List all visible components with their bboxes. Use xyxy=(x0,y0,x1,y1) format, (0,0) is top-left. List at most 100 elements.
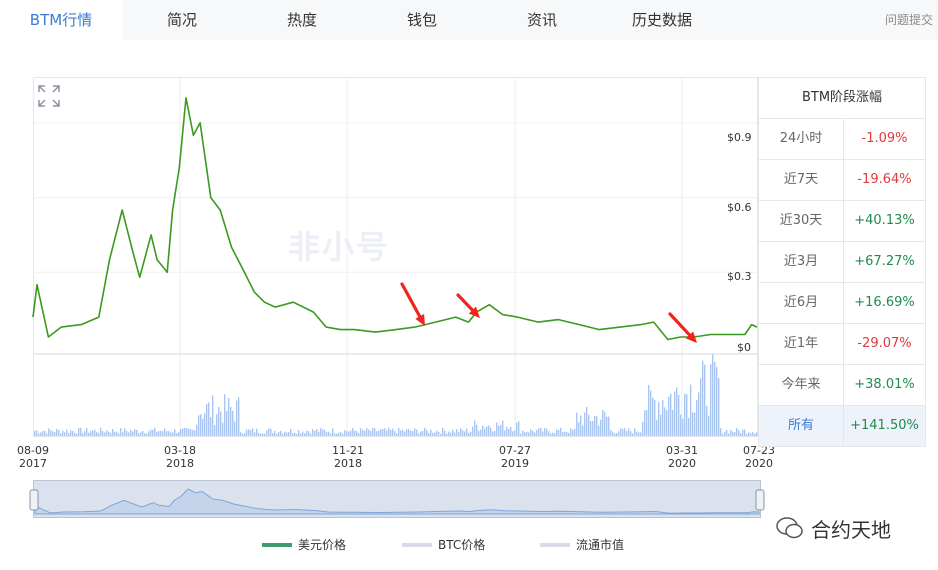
volume-bar xyxy=(592,420,594,436)
volume-bar xyxy=(698,392,700,436)
legend-swatch xyxy=(262,542,292,547)
volume-bar xyxy=(536,429,538,436)
volume-bar xyxy=(330,433,332,436)
volume-bar xyxy=(126,430,128,436)
volume-bar xyxy=(676,387,678,436)
volume-bar xyxy=(156,431,158,436)
volume-bar xyxy=(582,425,584,436)
tab-news[interactable]: 资讯 xyxy=(526,11,557,29)
volume-bar xyxy=(564,431,566,436)
volume-bar xyxy=(662,400,664,436)
volume-bar xyxy=(154,427,156,436)
tab-wallet[interactable]: 钱包 xyxy=(406,11,437,29)
volume-bar xyxy=(728,433,730,436)
volume-bar xyxy=(198,415,200,436)
tab-history-data[interactable]: 历史数据 xyxy=(631,11,692,29)
volume-bar xyxy=(748,432,750,436)
volume-bar xyxy=(92,430,94,436)
wechat-label: 合约天地 xyxy=(811,517,891,542)
volume-bar xyxy=(258,432,260,436)
volume-bar xyxy=(614,433,616,436)
volume-bar xyxy=(40,432,42,436)
volume-bar xyxy=(374,428,376,436)
volume-bar xyxy=(566,431,568,436)
volume-bar xyxy=(702,360,704,436)
row-value: +38.01% xyxy=(854,377,915,392)
tab-overview[interactable]: 简况 xyxy=(166,11,197,29)
feedback-link[interactable]: 问题提交 xyxy=(885,13,934,27)
volume-bar xyxy=(654,400,656,436)
volume-bar xyxy=(262,433,264,436)
volume-bar xyxy=(196,424,198,436)
x-tick-label: 08-09 2017 xyxy=(17,444,49,470)
volume-bar xyxy=(752,431,754,436)
volume-bar xyxy=(596,415,598,436)
volume-bar xyxy=(488,425,490,436)
volume-bar xyxy=(512,431,514,436)
volume-bar xyxy=(324,429,326,436)
volume-bar xyxy=(724,431,726,436)
table-row[interactable]: 近7天 -19.64% xyxy=(759,160,925,201)
expand-icon[interactable] xyxy=(36,83,62,109)
volume-bar xyxy=(426,429,428,436)
volume-bar xyxy=(172,432,174,436)
volume-bar xyxy=(484,428,486,436)
tab-popularity[interactable]: 热度 xyxy=(286,11,317,29)
volume-bar xyxy=(168,431,170,436)
volume-bar xyxy=(320,428,322,436)
row-label: 近6月 xyxy=(759,283,844,323)
volume-bar xyxy=(454,432,456,436)
table-row[interactable]: 近3月 +67.27% xyxy=(759,242,925,283)
volume-bar xyxy=(518,421,520,436)
volume-bar xyxy=(618,431,620,436)
volume-bar xyxy=(90,431,92,436)
volume-bar xyxy=(568,432,570,436)
table-row[interactable]: 近6月 +16.69% xyxy=(759,283,925,324)
volume-bar xyxy=(220,411,222,436)
volume-bar xyxy=(186,428,188,436)
volume-bar xyxy=(562,432,564,436)
table-row[interactable]: 24小时 -1.09% xyxy=(759,119,925,160)
volume-bar xyxy=(446,433,448,436)
volume-bar xyxy=(146,433,148,436)
legend-swatch xyxy=(540,542,570,547)
table-row[interactable]: 近1年 -29.07% xyxy=(759,324,925,365)
legend-item-usd[interactable]: 美元价格 xyxy=(262,536,346,553)
volume-bar xyxy=(316,429,318,436)
volume-bar xyxy=(180,429,182,436)
volume-bar xyxy=(470,431,472,436)
volume-bar xyxy=(312,429,314,436)
volume-bar xyxy=(222,422,224,436)
volume-bar xyxy=(664,407,666,436)
volume-bar xyxy=(110,432,112,436)
legend-item-btc[interactable]: BTC价格 xyxy=(402,536,485,553)
volume-bar xyxy=(434,432,436,436)
volume-bar xyxy=(448,431,450,436)
stage-change-table: BTM阶段涨幅 24小时 -1.09% 近7天 -19.64% 近30天 +40.13… xyxy=(758,77,926,447)
volume-bar xyxy=(438,431,440,436)
y-tick-label: $0.6 xyxy=(727,201,752,214)
volume-bar xyxy=(116,431,118,436)
tab-btm-market[interactable]: BTM行情 xyxy=(0,0,122,40)
volume-bar xyxy=(626,431,628,436)
legend-item-marketcap[interactable]: 流通市值 xyxy=(540,536,624,553)
volume-bar xyxy=(546,428,548,436)
volume-bar xyxy=(144,433,146,436)
volume-bar xyxy=(112,429,114,436)
range-slider[interactable] xyxy=(33,480,761,518)
table-row[interactable]: 今年来 +38.01% xyxy=(759,365,925,406)
volume-bar xyxy=(630,431,632,436)
table-row-selected[interactable]: 所有 +141.50% xyxy=(759,406,925,446)
volume-bar xyxy=(100,427,102,436)
volume-bar xyxy=(462,430,464,436)
volume-bar xyxy=(268,428,270,436)
volume-bar xyxy=(298,429,300,436)
volume-bar xyxy=(62,430,64,436)
volume-bar xyxy=(84,431,86,436)
volume-bar xyxy=(736,427,738,436)
table-row[interactable]: 近30天 +40.13% xyxy=(759,201,925,242)
volume-bar xyxy=(166,431,168,436)
annotation-arrow xyxy=(668,312,692,337)
volume-bar xyxy=(384,428,386,436)
